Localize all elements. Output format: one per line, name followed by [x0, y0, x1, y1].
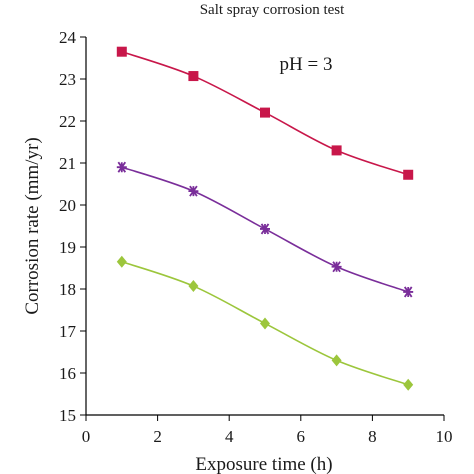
ph-annotation: pH = 3 [280, 54, 333, 75]
y-tick-label: 21 [59, 154, 76, 173]
chart-title: Salt spray corrosion test [200, 2, 345, 18]
series-2 [116, 161, 414, 298]
square-marker [403, 169, 414, 180]
y-tick-label: 16 [59, 364, 76, 383]
x-tick-label: 2 [153, 427, 162, 446]
x-tick-label: 0 [82, 427, 91, 446]
diamond-marker [260, 317, 270, 330]
asterisk-marker [188, 185, 199, 197]
asterisk-marker [116, 161, 127, 173]
y-tick-label: 24 [59, 28, 77, 47]
y-tick-label: 17 [59, 322, 77, 341]
square-marker [188, 71, 199, 82]
series-1 [116, 46, 414, 180]
x-tick-label: 10 [436, 427, 453, 446]
x-tick-label: 8 [368, 427, 377, 446]
diamond-marker [331, 354, 342, 367]
y-tick-label: 23 [59, 70, 76, 89]
series-layer [116, 46, 414, 391]
asterisk-marker [331, 261, 342, 273]
series-3 [116, 255, 414, 391]
square-marker [260, 107, 270, 118]
x-axis-title: Exposure time (h) [195, 454, 332, 474]
y-tick-label: 15 [59, 406, 76, 425]
diamond-marker [403, 378, 414, 391]
y-tick-label: 19 [59, 238, 76, 257]
asterisk-marker [260, 223, 270, 235]
y-tick-label: 20 [59, 196, 76, 215]
y-tick-label: 18 [59, 280, 76, 299]
x-tick-label: 6 [297, 427, 306, 446]
diamond-marker [188, 280, 199, 293]
x-tick-label: 4 [225, 427, 234, 446]
y-tick-label: 22 [59, 112, 76, 131]
y-axis-title: Corrosion rate (mm/yr) [22, 137, 43, 314]
diamond-marker [116, 255, 127, 268]
square-marker [331, 145, 342, 156]
asterisk-marker [403, 286, 414, 298]
square-marker [116, 46, 127, 57]
